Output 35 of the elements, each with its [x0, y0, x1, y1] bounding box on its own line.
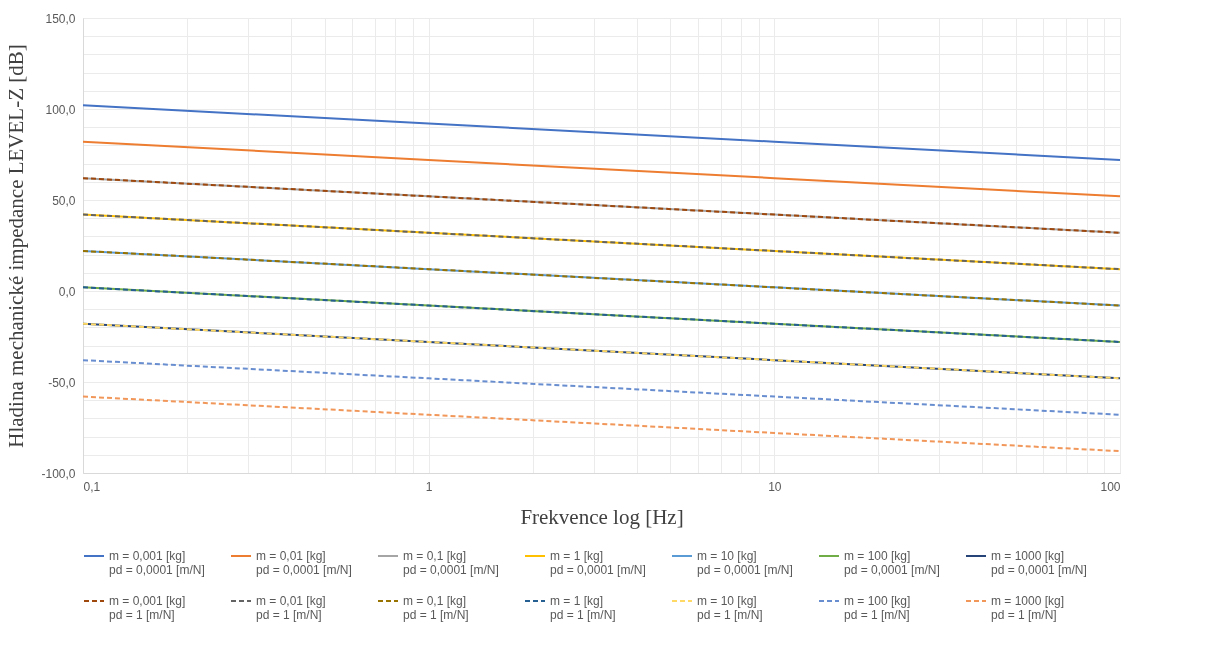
x-tick-label: 0,1	[83, 479, 101, 494]
y-tick-label: 100,0	[45, 102, 76, 117]
legend-label: m = 0,01 [kg] pd = 1 [m/N]	[256, 594, 326, 622]
x-axis-title: Frekvence log [Hz]	[520, 504, 684, 529]
y-tick-label: 150,0	[45, 11, 76, 26]
legend-label: m = 100 [kg] pd = 1 [m/N]	[844, 594, 911, 622]
legend-label: m = 0,001 [kg] pd = 0,0001 [m/N]	[109, 549, 205, 577]
legend-label: m = 100 [kg] pd = 0,0001 [m/N]	[844, 549, 940, 577]
y-tick-label: -50,0	[48, 375, 76, 390]
legend-label: m = 0,1 [kg] pd = 0,0001 [m/N]	[403, 549, 499, 577]
y-tick-label: 50,0	[52, 193, 76, 208]
y-axis-title: Hladina mechanické impedance LEVEL-Z [dB]	[4, 44, 29, 448]
line-series	[82, 359, 1121, 416]
line-series	[82, 140, 1121, 198]
legend-label: m = 1000 [kg] pd = 1 [m/N]	[991, 594, 1065, 622]
legend-label: m = 0,01 [kg] pd = 0,0001 [m/N]	[256, 549, 352, 577]
legend-label: m = 10 [kg] pd = 1 [m/N]	[697, 594, 763, 622]
legend-label: m = 0,1 [kg] pd = 1 [m/N]	[403, 594, 469, 622]
legend-label: m = 1000 [kg] pd = 0,0001 [m/N]	[991, 549, 1087, 577]
x-tick-label: 100	[1100, 479, 1121, 494]
y-tick-label: -100,0	[41, 466, 76, 481]
line-series	[82, 395, 1121, 453]
legend-label: m = 1 [kg] pd = 1 [m/N]	[550, 594, 616, 622]
legend-label: m = 1 [kg] pd = 0,0001 [m/N]	[550, 549, 646, 577]
x-tick-label: 10	[768, 479, 782, 494]
legend-label: m = 10 [kg] pd = 0,0001 [m/N]	[697, 549, 793, 577]
line-series	[82, 322, 1121, 380]
line-series	[82, 177, 1121, 234]
line-series	[82, 249, 1121, 307]
line-series	[82, 104, 1121, 161]
x-tick-label: 1	[425, 479, 433, 494]
y-tick-label: 0,0	[58, 284, 76, 299]
line-series	[82, 213, 1121, 271]
legend-label: m = 0,001 [kg] pd = 1 [m/N]	[109, 594, 186, 622]
line-series	[82, 286, 1121, 343]
